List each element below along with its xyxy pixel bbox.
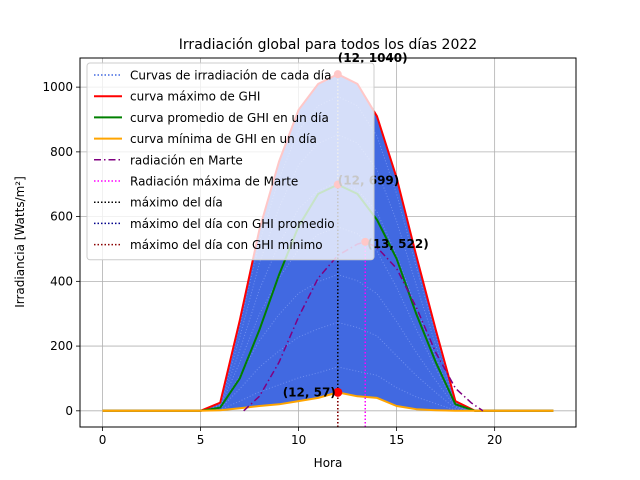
y-axis-ticks: 0 200 400 600 800 1000 [42, 80, 80, 418]
min-ghi-line [102, 391, 554, 412]
annotation-label: (13, 522) [367, 237, 428, 251]
legend-label: Radiación máxima de Marte [130, 175, 298, 189]
y-tick-label: 600 [50, 210, 73, 224]
x-tick-label: 10 [291, 433, 306, 447]
legend-label: radiación en Marte [130, 153, 243, 167]
y-tick-label: 400 [50, 274, 73, 288]
x-axis-label: Hora [314, 456, 343, 470]
y-tick-label: 1000 [42, 80, 73, 94]
y-tick-label: 800 [50, 145, 73, 159]
legend-box [86, 62, 375, 261]
x-tick-label: 15 [389, 433, 404, 447]
min-point-marker [333, 387, 343, 397]
x-tick-label: 0 [99, 433, 107, 447]
legend-label: máximo del día con GHI promedio [130, 217, 335, 231]
legend: Curvas de irradiación de cada día curva m… [86, 62, 375, 261]
legend-label: Curvas de irradiación de cada día [130, 69, 331, 83]
legend-label: curva máximo de GHI [130, 90, 260, 104]
y-tick-label: 0 [65, 404, 73, 418]
plot-frame [79, 57, 577, 428]
y-axis-label: Irradiancia [Watts/m²] [13, 176, 27, 308]
x-tick-label: 20 [487, 433, 502, 447]
legend-label: curva mínima de GHI en un día [130, 132, 317, 146]
chart-title: Irradiación global para todos los días 2… [179, 37, 477, 53]
legend-label: máximo del día [130, 196, 223, 210]
y-tick-label: 200 [50, 339, 73, 353]
x-axis-ticks: 0 5 10 15 20 [99, 427, 502, 447]
legend-label: máximo del día con GHI mínimo [130, 238, 323, 252]
annotation-label: (12, 57) [283, 385, 336, 399]
legend-label: curva promedio de GHI en un día [130, 111, 329, 125]
x-tick-label: 5 [197, 433, 205, 447]
